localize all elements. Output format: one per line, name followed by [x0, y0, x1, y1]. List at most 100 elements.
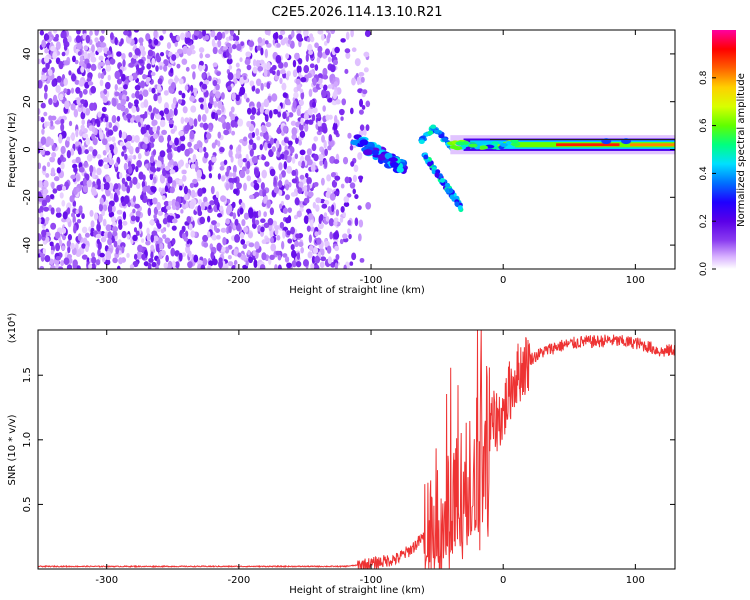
- heatmap-cell: [140, 80, 146, 89]
- heatmap-cell: [168, 119, 175, 125]
- heatmap-cell: [189, 201, 195, 210]
- heatmap-cell: [319, 198, 326, 204]
- heatmap-cell: [66, 207, 71, 215]
- heatmap-cell: [218, 259, 223, 269]
- heatmap-cell: [298, 99, 304, 106]
- heatmap-cell: [232, 176, 238, 183]
- heatmap-cell: [232, 212, 237, 220]
- heatmap-cell: [222, 236, 227, 246]
- heatmap-cell: [220, 116, 226, 124]
- heatmap-cell: [44, 254, 51, 263]
- heatmap-cell: [197, 187, 203, 197]
- heatmap-cell: [359, 257, 365, 263]
- spectrogram-x-label: Height of straight line (km): [289, 285, 425, 296]
- heatmap-cell: [213, 224, 218, 232]
- heatmap-cell: [292, 59, 297, 68]
- heatmap-cell: [38, 233, 42, 242]
- heatmap-cell: [235, 153, 239, 159]
- heatmap-cell: [131, 134, 135, 141]
- heatmap-cell: [152, 197, 158, 205]
- heatmap-cell: [114, 162, 119, 167]
- heatmap-cell: [148, 257, 154, 263]
- heatmap-cell: [38, 115, 41, 122]
- heatmap-cell: [327, 32, 331, 39]
- heatmap-cell: [343, 264, 347, 269]
- heatmap-cell: [148, 105, 153, 113]
- heatmap-cell: [109, 58, 116, 65]
- heatmap-cell: [208, 75, 212, 82]
- heatmap-cell: [173, 77, 180, 82]
- heatmap-cell: [243, 92, 248, 100]
- heatmap-cell: [132, 72, 138, 81]
- heatmap-cell: [348, 233, 352, 240]
- heatmap-cell: [102, 204, 108, 212]
- heatmap-cell: [198, 60, 204, 66]
- heatmap-cell: [104, 81, 111, 90]
- heatmap-cell: [300, 91, 305, 100]
- heatmap-cell: [122, 220, 128, 226]
- heatmap-cell: [100, 36, 104, 43]
- heatmap-cell: [157, 223, 162, 229]
- heatmap-cell: [261, 125, 267, 134]
- heatmap-cell: [77, 233, 82, 242]
- heatmap-cell: [216, 222, 221, 228]
- heatmap-cell: [278, 62, 284, 69]
- heatmap-cell: [333, 129, 339, 135]
- heatmap-cell: [182, 106, 188, 114]
- heatmap-cell: [208, 163, 212, 172]
- spectrogram-ytick-label: -40: [22, 237, 33, 253]
- heatmap-cell: [322, 125, 328, 134]
- heatmap-cell: [122, 59, 126, 68]
- heatmap-cell: [159, 119, 166, 128]
- heatmap-cell: [311, 114, 316, 122]
- heatmap-cell: [49, 264, 56, 269]
- heatmap-cell: [265, 121, 272, 128]
- heatmap-cell: [127, 102, 132, 109]
- heatmap-cell: [128, 165, 133, 174]
- heatmap-cell: [48, 115, 53, 121]
- heatmap-cell: [184, 117, 190, 123]
- heatmap-cell: [109, 32, 114, 40]
- heatmap-cell: [296, 83, 301, 92]
- heatmap-cell: [251, 131, 256, 139]
- heatmap-cell: [138, 171, 144, 180]
- colorbar-label: Normalized spectral amplitude: [736, 73, 747, 227]
- heatmap-cell: [91, 125, 96, 133]
- heatmap-cell: [468, 143, 478, 148]
- heatmap-cell: [279, 30, 286, 36]
- heatmap-cell: [124, 107, 129, 115]
- heatmap-cell: [248, 242, 255, 248]
- heatmap-cell: [299, 130, 306, 138]
- heatmap-cell: [479, 145, 489, 150]
- heatmap-cell: [243, 212, 250, 220]
- heatmap-cell: [312, 201, 317, 209]
- heatmap-cell: [123, 195, 130, 205]
- heatmap-cell: [217, 131, 222, 139]
- heatmap-cell: [228, 172, 234, 177]
- heatmap-cell: [282, 230, 286, 239]
- heatmap-cell: [70, 174, 76, 180]
- snr-xtick-label: 100: [626, 575, 645, 586]
- heatmap-cell: [217, 100, 223, 109]
- heatmap-cell: [41, 128, 45, 135]
- heatmap-cell: [352, 174, 358, 183]
- heatmap-cell: [119, 141, 125, 147]
- heatmap-cell: [285, 217, 290, 224]
- heatmap-cell: [255, 88, 260, 94]
- heatmap-cell: [269, 168, 276, 177]
- heatmap-cell: [207, 264, 212, 269]
- heatmap-cell: [116, 51, 122, 57]
- heatmap-cell: [313, 153, 319, 162]
- heatmap-cell: [94, 212, 99, 221]
- heatmap-cell: [351, 47, 357, 53]
- heatmap-cell: [438, 133, 445, 139]
- heatmap-cell: [326, 245, 332, 254]
- heatmap-cell: [261, 239, 267, 245]
- heatmap-cell: [248, 40, 255, 48]
- heatmap-cell: [294, 197, 300, 206]
- heatmap-cell: [186, 215, 192, 223]
- heatmap-cell: [306, 225, 311, 232]
- heatmap-cell: [291, 133, 298, 140]
- heatmap-cell: [79, 55, 84, 62]
- heatmap-cell: [151, 87, 156, 94]
